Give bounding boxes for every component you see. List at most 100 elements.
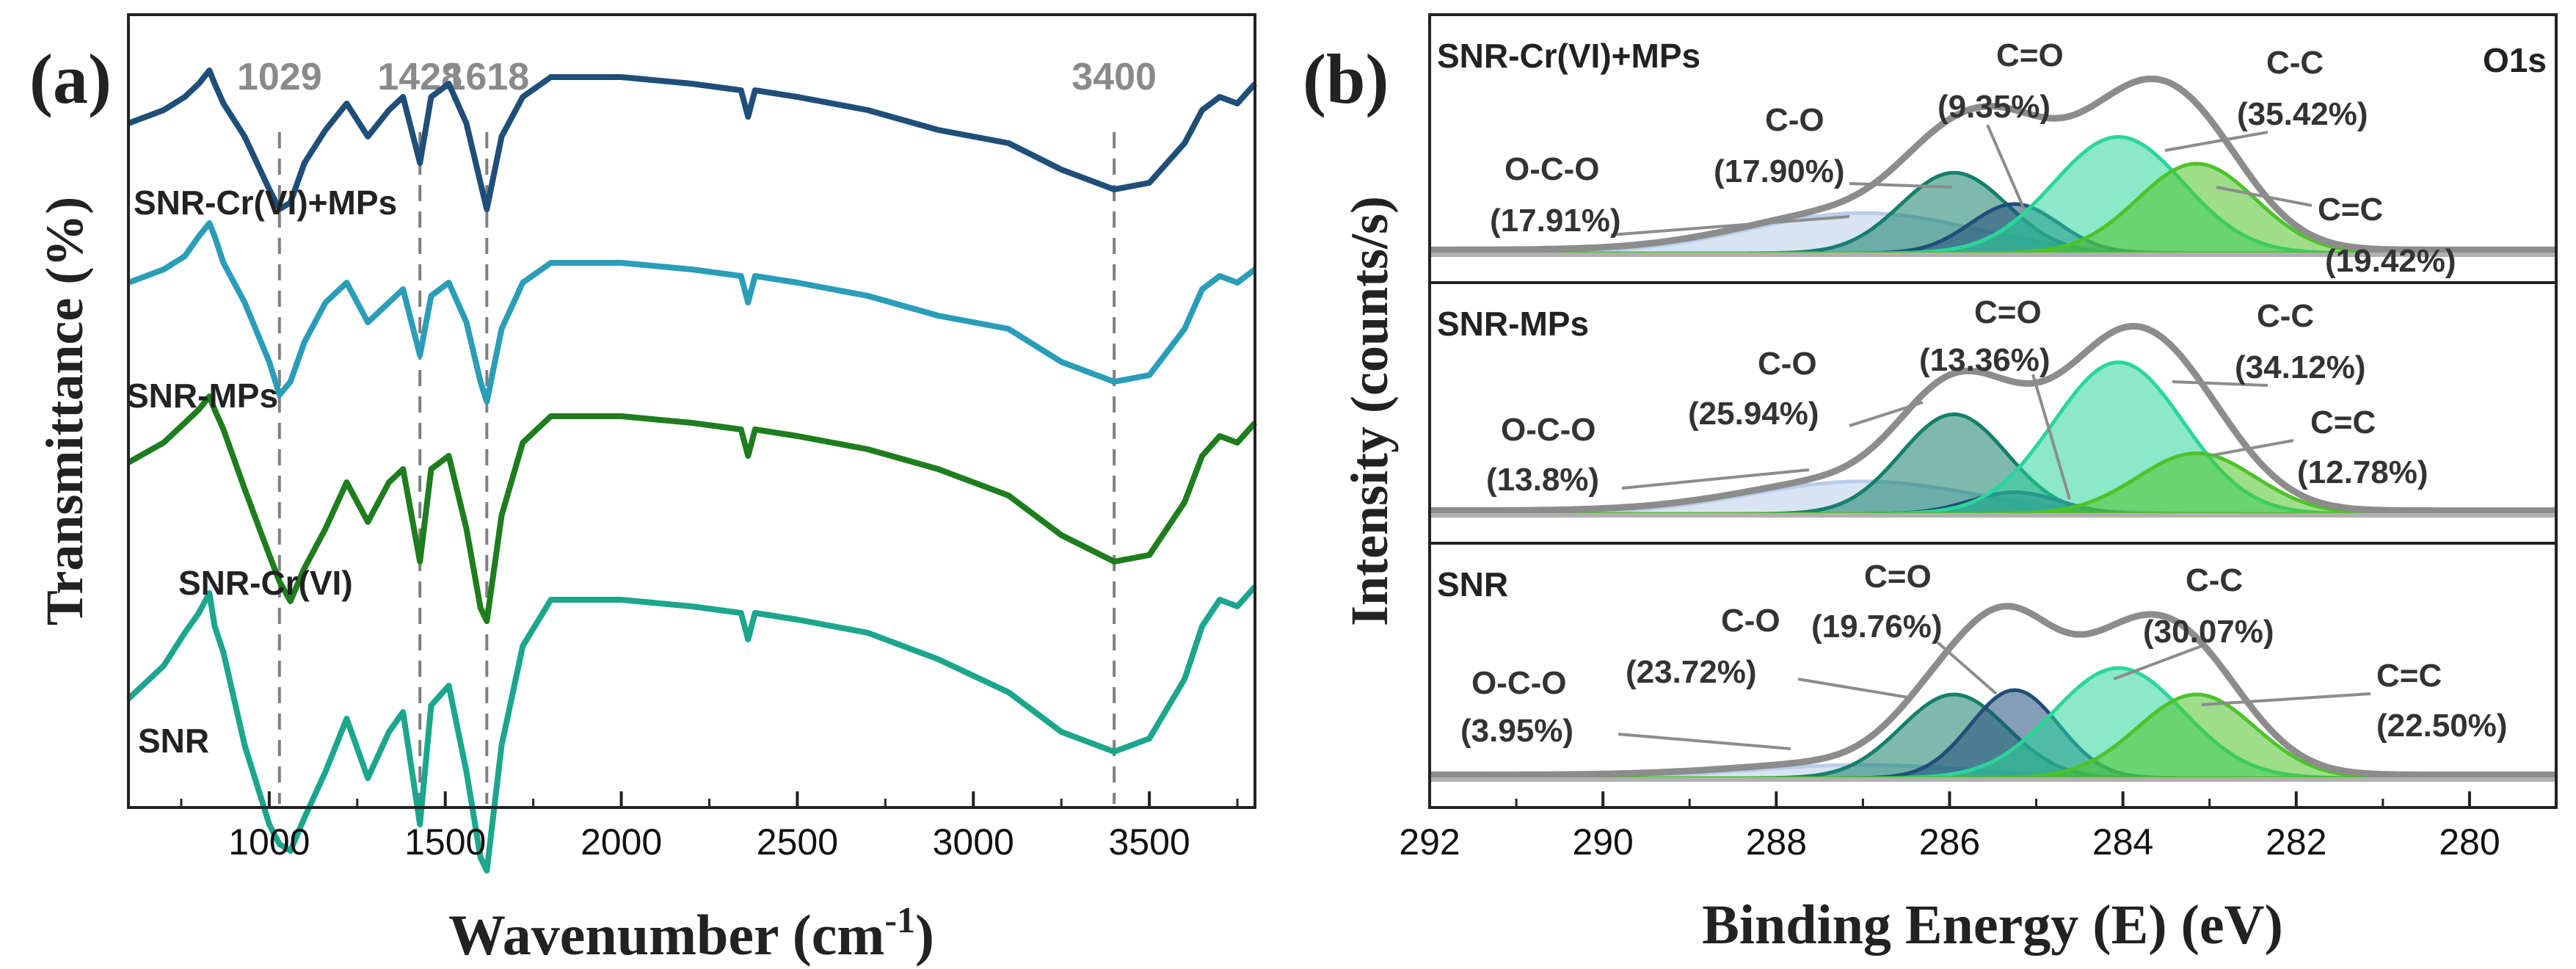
xps-subpanel-SNR-MPs: SNR-MPs O-C-O (13.8%) C-O (25.94%) C=O (13.36%…: [1429, 281, 2556, 518]
x-axis-label-close: ): [915, 903, 934, 967]
panel-label-a: (a): [29, 40, 112, 118]
leader-line: [2212, 439, 2294, 457]
x-tick-label: 292: [1399, 821, 1460, 863]
component-name: C-O: [1721, 603, 1780, 639]
leader-line: [2031, 374, 2071, 500]
leader-line: [2216, 186, 2313, 207]
sample-label: SNR: [1437, 565, 1508, 603]
spectrum-label: SNR: [138, 722, 209, 760]
x-axis-label-exponent: -1: [884, 899, 915, 940]
component-name: C=O: [1996, 37, 2064, 73]
reference-label-1428: 1428: [377, 56, 462, 98]
leader-line: [1621, 468, 1810, 490]
component-name: O-C-O: [1505, 151, 1600, 187]
envelope-curve: [1429, 322, 2556, 515]
spectrum-line-SNR-Cr(VI): [127, 393, 1257, 624]
x-tick-label: 3500: [1108, 821, 1190, 863]
leader-line: [1986, 124, 2026, 210]
spectrum-label: SNR-MPs: [126, 377, 278, 415]
x-tick-label: 290: [1572, 821, 1633, 863]
x-tick-label: 2000: [581, 821, 662, 863]
binding-energy-ticks: 292 290 288 286 284 282 280: [1399, 791, 2500, 863]
component-percent: (34.12%): [2235, 349, 2366, 385]
leader-line: [2164, 131, 2268, 152]
leader-line: [1610, 215, 1850, 236]
component-percent: (23.72%): [1626, 654, 1757, 690]
spectra: [126, 68, 1257, 874]
component-name: C=O: [1864, 559, 1932, 595]
x-tick-label: 1500: [404, 821, 486, 863]
component-name: C=C: [2310, 404, 2376, 440]
xps-panel: (b) SNR-Cr(VI)+MPs O1s O-C-O (17.91%) C-O (17…: [1303, 13, 2558, 956]
spectrum-line-SNR: [126, 584, 1257, 874]
leader-line: [2113, 645, 2202, 681]
envelope-curve: [1430, 76, 2556, 253]
component-percent: (19.42%): [2325, 243, 2456, 279]
x-axis-label: Wavenumber (cm-1): [448, 899, 934, 967]
xps-subpanels: SNR-Cr(VI)+MPs O1s O-C-O (17.91%) C-O (17.90%…: [1429, 37, 2556, 782]
ftir-plot-frame: [127, 13, 1256, 809]
component-percent: (3.95%): [1460, 713, 1573, 749]
x-axis-label: Binding Energy (E) (eV): [1702, 894, 2283, 956]
component-name: C=C: [2318, 192, 2383, 228]
xps-subpanel-SNR: SNR O-C-O (3.95%) C-O (23.72%) C=O (19.76%) C-C…: [1430, 542, 2556, 782]
component-name: C=O: [1974, 294, 2042, 330]
y-axis-label: Transmittance (%): [35, 197, 94, 626]
reference-label-1618: 1618: [444, 56, 529, 98]
component-name: C-O: [1758, 346, 1817, 382]
component-name: C-C: [2257, 298, 2314, 334]
spectrum-line-SNR-Cr(VI)+MPs: [127, 68, 1257, 212]
component-percent: (19.76%): [1811, 609, 1943, 645]
component-percent: (12.78%): [2297, 454, 2428, 490]
component-percent: (30.07%): [2143, 614, 2274, 650]
x-tick-label: 2500: [757, 821, 838, 863]
x-tick-label: 288: [1746, 821, 1807, 863]
reference-label-1029: 1029: [237, 56, 322, 98]
component-percent: (17.90%): [1714, 153, 1845, 189]
leader-line: [1936, 641, 1998, 695]
leader-line: [1849, 182, 1953, 189]
component-percent: (35.42%): [2237, 96, 2368, 132]
leader-line: [1618, 733, 1791, 750]
envelope-curve: [1430, 603, 2556, 778]
leader-line: [1849, 401, 1924, 427]
component-name: C-C: [2266, 45, 2324, 81]
spectrum-label: SNR-Cr(VI): [178, 564, 353, 602]
leader-line: [1797, 678, 1909, 699]
component-percent: (17.91%): [1490, 203, 1621, 239]
spectrum-labels: SNR-Cr(VI)+MPs SNR-MPs SNR-Cr(VI) SNR: [126, 184, 397, 760]
component-percent: (22.50%): [2376, 708, 2508, 744]
x-tick-label: 3000: [933, 821, 1014, 863]
component-name: O-C-O: [1471, 665, 1567, 701]
x-tick-label: 280: [2439, 821, 2500, 863]
element-label: O1s: [2483, 41, 2547, 79]
component-percent: (25.94%): [1688, 396, 1819, 432]
y-axis-label: Intensity (counts/s): [1340, 196, 1399, 626]
reference-label-3400: 3400: [1071, 56, 1157, 98]
component-name: C-O: [1765, 102, 1824, 138]
panel-label-b: (b): [1303, 40, 1389, 118]
leader-line: [2172, 380, 2268, 387]
x-axis-label-base: Wavenumber (cm: [448, 903, 884, 967]
component-name: C-C: [2186, 562, 2243, 598]
component-name: C=C: [2376, 658, 2442, 694]
sample-label: SNR-MPs: [1437, 305, 1589, 343]
spectrum-label: SNR-Cr(VI)+MPs: [134, 184, 397, 222]
component-name: O-C-O: [1501, 412, 1596, 448]
x-tick-label: 286: [1919, 821, 1980, 863]
sample-label: SNR-Cr(VI)+MPs: [1437, 37, 1700, 75]
x-tick-label: 1000: [228, 821, 310, 863]
component-percent: (9.35%): [1938, 89, 2051, 125]
leader-line: [2201, 692, 2371, 706]
x-tick-label: 282: [2266, 821, 2326, 863]
component-percent: (13.36%): [1919, 342, 2051, 378]
spectrum-line-SNR-MPs: [127, 220, 1257, 404]
x-axis-ticks: 1000 1500 2000 2500 3000 3500: [180, 791, 1239, 863]
xps-subpanel-SNR-Cr(VI)+MPs: SNR-Cr(VI)+MPs O1s O-C-O (17.91%) C-O (17.90%…: [1430, 37, 2556, 279]
xps-plot-frame: [1428, 13, 2558, 809]
component-percent: (13.8%): [1486, 462, 1599, 498]
x-tick-label: 284: [2092, 821, 2153, 863]
